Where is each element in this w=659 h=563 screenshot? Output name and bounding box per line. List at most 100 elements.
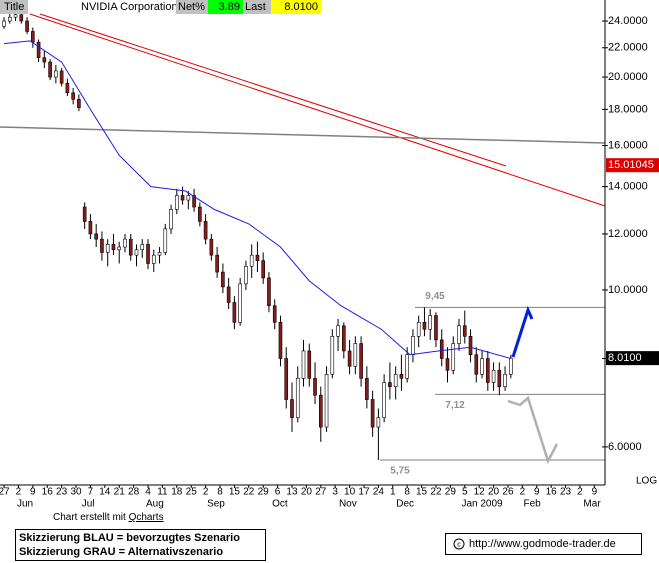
candle-body	[19, 14, 24, 22]
candle-body	[215, 254, 219, 273]
x-tick-label: 14	[99, 487, 111, 498]
candle-body	[209, 238, 214, 256]
candle-body	[313, 378, 317, 396]
candle-body	[82, 206, 87, 222]
level-label: 7,12	[445, 400, 465, 411]
y-tick-label: 12.0000	[608, 228, 648, 240]
candle-body	[434, 315, 438, 341]
month-label: Aug	[146, 499, 164, 510]
month-label: Sep	[207, 499, 225, 510]
y-tick-label: 22.0000	[608, 42, 648, 54]
candle-body	[25, 20, 29, 32]
candle-body	[503, 373, 507, 387]
candle-body	[330, 335, 335, 375]
month-label: Jul	[82, 499, 95, 510]
candle-body	[428, 315, 433, 330]
candle-body	[393, 373, 398, 387]
candle-body	[462, 325, 467, 337]
x-tick-label: 2	[203, 487, 209, 498]
x-tick-label: 16	[546, 487, 558, 498]
candle-body	[180, 195, 185, 201]
x-tick-label: 17	[358, 487, 370, 498]
candle-body	[123, 238, 127, 248]
candle-body	[151, 254, 156, 264]
x-tick-label: 8	[404, 487, 410, 498]
candle-body	[480, 358, 484, 375]
candle-body	[491, 369, 496, 383]
x-tick-label: 20	[488, 487, 500, 498]
month-label: Jan 2009	[461, 499, 503, 510]
candle-body	[267, 277, 271, 307]
candle-body	[221, 271, 225, 288]
candle-body	[31, 31, 35, 43]
candle-body	[128, 238, 133, 256]
candle-body	[318, 394, 323, 428]
x-tick-label: 30	[70, 487, 82, 498]
price-marker-label: 15.01045	[608, 159, 654, 171]
y-tick-label: 6.0000	[608, 441, 642, 453]
candle-body	[284, 358, 289, 400]
candle-body	[244, 266, 248, 285]
candle-body	[347, 350, 352, 367]
y-tick-label: 18.0000	[608, 103, 648, 115]
candle-body	[359, 343, 363, 379]
candle-body	[388, 382, 392, 387]
credit-prefix: Chart erstellt mit	[53, 512, 126, 523]
x-tick-label: 3	[332, 487, 338, 498]
month-label: Oct	[272, 499, 288, 510]
candle-body	[486, 358, 490, 383]
candle-body	[238, 283, 242, 323]
month-label: Nov	[339, 499, 357, 510]
y-tick-label: 16.0000	[608, 139, 648, 151]
candle-body	[365, 378, 369, 400]
header-cell	[208, 0, 243, 14]
header-title-label: Title	[4, 1, 24, 13]
x-tick-label: 16	[42, 487, 54, 498]
copyright-icon-letter: c	[457, 541, 461, 548]
candle-body	[497, 369, 502, 387]
candle-body	[65, 82, 70, 94]
trend-line	[0, 126, 606, 144]
candle-body	[405, 354, 409, 379]
x-tick-label: 20	[301, 487, 313, 498]
x-tick-label: 4	[145, 487, 151, 498]
candle-body	[376, 417, 381, 428]
x-tick-label: 15	[416, 487, 428, 498]
copyright-box	[445, 533, 642, 555]
candle-body	[272, 305, 277, 323]
candle-body	[290, 399, 294, 418]
candle-body	[48, 61, 52, 78]
moving-average	[3, 40, 511, 359]
price-marker-label: 8.0100	[608, 352, 642, 364]
candle-body	[353, 343, 358, 367]
x-tick-label: 7	[88, 487, 94, 498]
trend-line	[39, 13, 507, 167]
header-net: 3.89	[219, 1, 240, 13]
candle-body	[324, 373, 329, 428]
x-tick-label: 2	[577, 487, 583, 498]
y-tick-label: 20.0000	[608, 71, 648, 83]
x-tick-label: 9	[534, 487, 540, 498]
x-tick-label: 13	[286, 487, 298, 498]
candle-body	[301, 350, 306, 379]
header-last-label: Last	[245, 1, 266, 13]
y-tick-label: 14.0000	[608, 181, 648, 193]
x-tick-label: 23	[560, 487, 572, 498]
x-tick-label: 2	[520, 487, 526, 498]
candle-body	[169, 209, 173, 230]
candle-body	[54, 70, 58, 78]
price-marker	[606, 158, 659, 173]
candle-body	[59, 70, 64, 84]
x-tick-label: 10	[344, 487, 356, 498]
x-tick-label: 15	[229, 487, 241, 498]
candle-body	[7, 16, 12, 22]
candle-body	[422, 322, 427, 330]
y-tick-label: 24.0000	[608, 15, 648, 27]
level-label: 9,45	[425, 291, 445, 302]
credit-link[interactable]: Qcharts	[129, 512, 164, 523]
month-label: Jun	[17, 499, 33, 510]
month-label: Mar	[583, 499, 601, 510]
candle-body	[439, 339, 444, 359]
